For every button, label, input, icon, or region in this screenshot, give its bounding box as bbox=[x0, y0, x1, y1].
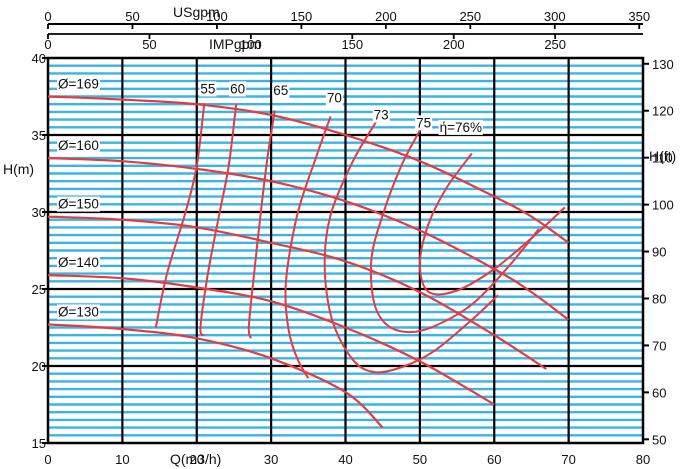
impgpm-tick-label: 200 bbox=[443, 37, 465, 52]
impgpm-tick-label: 50 bbox=[142, 37, 156, 52]
h-ft-tick-label: 50 bbox=[652, 432, 666, 447]
efficiency-label: 55 bbox=[200, 81, 215, 96]
efficiency-curve bbox=[369, 129, 540, 334]
labels-layer: Ø=169 Ø=160 Ø=150 Ø=140 Ø=130 55 60 65 70 73 75 ή=7… bbox=[57, 76, 483, 320]
h-m-tick-label: 20 bbox=[32, 359, 46, 374]
impgpm-tick-label: 250 bbox=[544, 37, 566, 52]
q-tick-label: 30 bbox=[264, 452, 278, 467]
h-ft-tick-label: 110 bbox=[652, 151, 673, 166]
bottom-unit-label: Q(m3/h) bbox=[170, 451, 221, 467]
impeller-label-backing bbox=[57, 304, 100, 320]
impeller-label-backing bbox=[57, 76, 100, 92]
efficiency-curve bbox=[418, 152, 566, 296]
impeller-curve bbox=[47, 215, 547, 371]
impeller-curve-label: Ø=140 bbox=[58, 255, 99, 270]
series-curves-layer bbox=[47, 95, 570, 429]
impgpm-tick-label: 100 bbox=[240, 37, 262, 52]
usgpm-tick-label: 300 bbox=[544, 9, 566, 24]
efficiency-label: 70 bbox=[327, 91, 342, 106]
efficiency-label: 60 bbox=[230, 81, 245, 96]
efficiency-label: 65 bbox=[273, 83, 288, 98]
impgpm-tick-label: 0 bbox=[44, 37, 51, 52]
q-tick-label: 0 bbox=[44, 452, 51, 467]
impgpm-tick-label: 150 bbox=[341, 37, 363, 52]
efficiency-label-backing bbox=[229, 81, 247, 97]
impeller-curve bbox=[47, 157, 570, 321]
impeller-label-backing bbox=[57, 196, 100, 212]
h-ft-tick-label: 130 bbox=[652, 57, 674, 72]
h-m-tick-label: 15 bbox=[32, 436, 46, 451]
efficiency-label-backing bbox=[199, 81, 217, 97]
q-tick-label: 80 bbox=[636, 452, 650, 467]
ticks-layer: 0 50 100 150 200 250 300 350 0 50 100 150 200 250 0 10 2… bbox=[32, 9, 674, 467]
usgpm-tick-label: 200 bbox=[375, 9, 397, 24]
h-m-tick-label: 40 bbox=[32, 51, 46, 66]
efficiency-label-backing bbox=[325, 90, 343, 106]
left-unit-label: H(m) bbox=[3, 161, 34, 177]
impeller-curve-label: Ø=160 bbox=[58, 138, 99, 153]
q-tick-label: 70 bbox=[561, 452, 575, 467]
efficiency-label-backing bbox=[372, 107, 390, 123]
h-ft-tick-label: 80 bbox=[652, 291, 666, 306]
top-inner-unit-label: IMPgpm bbox=[209, 36, 261, 52]
efficiency-label: 75 bbox=[416, 115, 431, 130]
impeller-curve bbox=[47, 95, 570, 244]
h-m-tick-label: 35 bbox=[32, 128, 46, 143]
h-ft-tick-label: 90 bbox=[652, 245, 666, 260]
h-m-tick-label: 25 bbox=[32, 282, 46, 297]
usgpm-tick-label: 50 bbox=[125, 9, 139, 24]
h-m-tick-label: 30 bbox=[32, 205, 46, 220]
top-outer-unit-label: USgpm bbox=[173, 4, 220, 20]
usgpm-tick-label: 100 bbox=[206, 9, 228, 24]
vlines-layer bbox=[121, 58, 570, 443]
q-tick-label: 40 bbox=[338, 452, 352, 467]
q-tick-label: 50 bbox=[413, 452, 427, 467]
usgpm-tick-label: 0 bbox=[44, 9, 51, 24]
impeller-curve-label: Ø=130 bbox=[58, 304, 99, 319]
efficiency-label-backing bbox=[272, 82, 290, 98]
usgpm-tick-label: 350 bbox=[628, 9, 650, 24]
h-ft-tick-label: 60 bbox=[652, 385, 666, 400]
impeller-curve bbox=[47, 323, 384, 429]
efficiency-label-backing bbox=[438, 119, 483, 135]
h-ft-tick-label: 70 bbox=[652, 338, 666, 353]
impeller-curve-label: Ø=169 bbox=[58, 77, 99, 92]
efficiency-curve bbox=[284, 116, 332, 379]
frame-layer bbox=[46, 23, 645, 445]
h-ft-tick-label: 120 bbox=[652, 104, 674, 119]
impeller-curve bbox=[47, 274, 495, 406]
efficiency-label: ή=76% bbox=[440, 120, 482, 135]
h-ft-tick-label: 100 bbox=[652, 198, 674, 213]
plot-frame bbox=[46, 56, 645, 445]
efficiency-label: 73 bbox=[374, 108, 389, 123]
efficiency-curve bbox=[199, 104, 238, 336]
impeller-label-backing bbox=[57, 138, 100, 154]
efficiency-curve bbox=[154, 104, 206, 328]
q-tick-label: 60 bbox=[487, 452, 501, 467]
efficiency-curves-layer bbox=[154, 104, 566, 379]
q-tick-label: 10 bbox=[115, 452, 129, 467]
q-tick-label: 20 bbox=[190, 452, 204, 467]
efficiency-curve bbox=[247, 110, 276, 339]
right-unit-label: H(ft) bbox=[649, 148, 676, 164]
usgpm-tick-label: 150 bbox=[291, 9, 313, 24]
impeller-label-backing bbox=[57, 255, 100, 271]
impeller-curve-label: Ø=150 bbox=[58, 197, 99, 212]
usgpm-tick-label: 250 bbox=[459, 9, 481, 24]
efficiency-label-backing bbox=[415, 115, 433, 131]
